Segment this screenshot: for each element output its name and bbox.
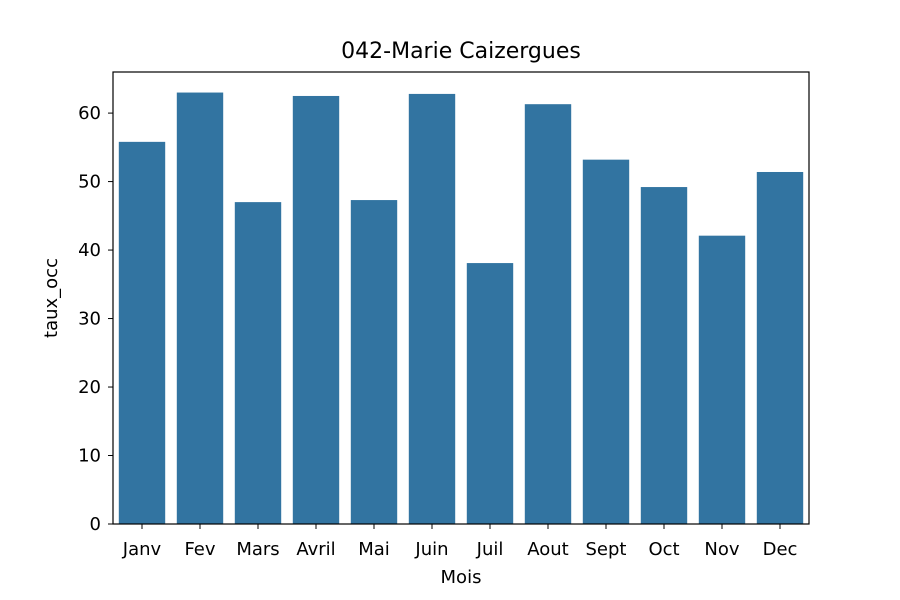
y-tick-label: 60 — [78, 103, 101, 124]
x-tick-label: Nov — [704, 539, 739, 560]
chart-title: 042-Marie Caizergues — [341, 39, 581, 64]
bar-aout — [524, 104, 572, 525]
x-tick-label: Juin — [414, 539, 448, 560]
bar-fev — [176, 92, 224, 524]
y-tick-label: 50 — [78, 172, 101, 193]
y-tick-label: 0 — [90, 514, 101, 535]
y-axis-label: taux_occ — [41, 258, 62, 338]
y-tick-label: 40 — [78, 240, 101, 261]
bars-group — [118, 92, 804, 525]
bar-janv — [118, 141, 166, 524]
y-axis-ticks: 0 10 20 30 40 50 60 — [78, 103, 113, 535]
x-tick-label: Juil — [476, 539, 504, 560]
y-tick-label: 10 — [78, 446, 101, 467]
x-axis-label: Mois — [441, 567, 482, 588]
y-tick-label: 20 — [78, 377, 101, 398]
bar-avril — [292, 95, 340, 524]
bar-nov — [698, 235, 746, 525]
bar-mai — [350, 200, 398, 525]
x-tick-label: Fev — [184, 539, 215, 560]
x-tick-label: Sept — [586, 539, 627, 560]
bar-juin — [408, 93, 456, 524]
x-tick-label: Mars — [236, 539, 279, 560]
bar-oct — [640, 187, 688, 524]
bar-sept — [582, 159, 630, 525]
bar-mars — [234, 202, 282, 524]
x-tick-label: Dec — [763, 539, 798, 560]
x-tick-label: Mai — [358, 539, 390, 560]
y-tick-label: 30 — [78, 309, 101, 330]
x-tick-label: Oct — [648, 539, 679, 560]
plot-frame — [112, 71, 810, 525]
x-tick-label: Aout — [527, 539, 568, 560]
bar-juil — [466, 263, 514, 524]
x-axis-ticks: Janv Fev Mars Avril Mai Juin Juil Aout Sept Oct No… — [122, 524, 798, 560]
x-tick-label: Avril — [296, 539, 335, 560]
x-tick-label: Janv — [122, 539, 162, 560]
bar-dec — [756, 171, 804, 524]
